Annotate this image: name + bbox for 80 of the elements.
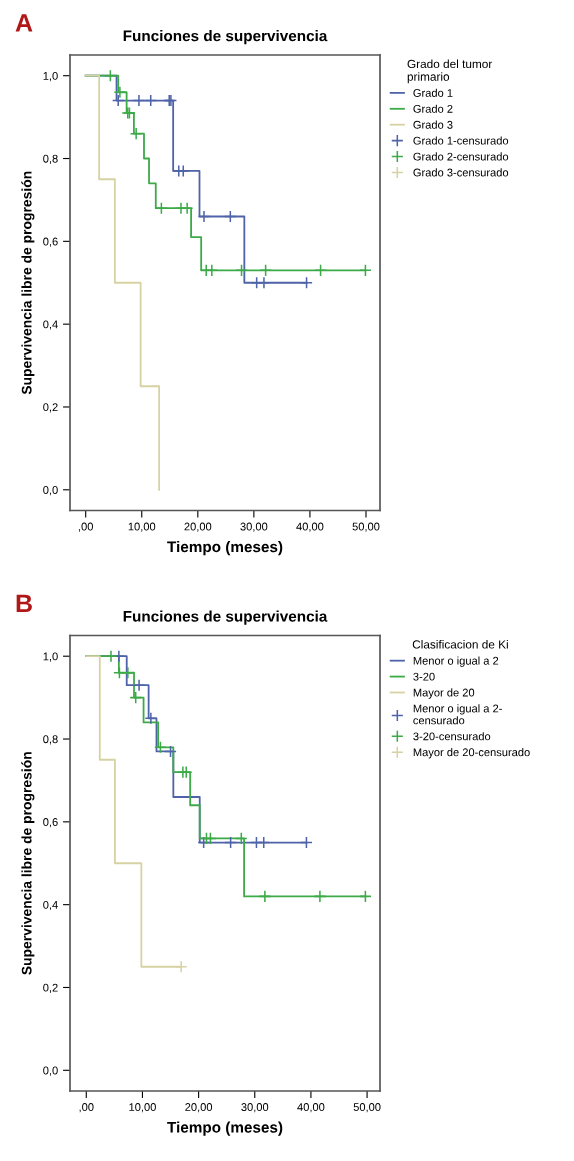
x-tick-label: 40,00: [297, 1103, 325, 1113]
point: [121, 666, 135, 680]
y-axis-title: Supervivencia libre de progresión: [21, 171, 35, 395]
legend-label: Mayor de 20-censurado: [413, 748, 530, 759]
point: [224, 836, 237, 849]
legend-label: 3-20: [413, 672, 435, 681]
text: B: [16, 594, 32, 612]
legend-label: Grado 3: [413, 120, 453, 129]
y-tick-label: 0,2: [43, 403, 58, 413]
y-tick-label: 0,6: [43, 237, 58, 247]
point: [174, 960, 188, 974]
point: [113, 85, 127, 99]
point: [258, 890, 272, 903]
legend-label: Menor o igual a 2: [413, 656, 499, 667]
y-axis-title: Supervivencia libre de progresión: [21, 752, 35, 975]
legend-title: Clasificacion de Ki: [412, 639, 508, 649]
legend-label: Grado 1-censurado: [413, 136, 509, 145]
y-tick-label: 0,8: [43, 735, 58, 745]
x-tick-label: 50,00: [352, 522, 380, 532]
x-tick-label: 10,00: [129, 1103, 156, 1113]
point: [234, 832, 248, 845]
legend-label: 3-20-censurado: [413, 732, 491, 741]
x-tick-label: 50,00: [353, 1103, 381, 1113]
legend-label: Grado 2-censurado: [413, 152, 509, 161]
y-tick-label: 0,6: [43, 818, 58, 828]
point: [314, 264, 327, 277]
point: [257, 276, 271, 290]
point: [359, 264, 372, 277]
legend-label: Menor o igual a 2- censurado: [413, 704, 502, 725]
x-axis-title: Tiempo (meses): [167, 1121, 283, 1136]
point: [197, 836, 210, 849]
point: [132, 678, 146, 692]
point: [132, 94, 146, 107]
point: [259, 264, 272, 277]
text: A: [15, 14, 33, 32]
point: [257, 836, 271, 849]
x-tick-label: ,00: [78, 522, 93, 532]
y-tick-label: 0,0: [43, 1066, 58, 1076]
x-tick-label: 30,00: [240, 522, 268, 532]
y-tick-label: 0,8: [43, 154, 58, 164]
legend-label: Grado 1: [413, 88, 453, 97]
point: [313, 890, 327, 903]
point: [144, 711, 158, 725]
chart-title: Funciones de supervivencia: [123, 610, 328, 625]
y-tick-label: 0,4: [43, 320, 58, 330]
point: [144, 94, 158, 107]
y-tick-label: 0,0: [43, 486, 58, 496]
x-tick-label: 20,00: [185, 1103, 213, 1113]
point: [180, 201, 194, 215]
x-tick-label: 20,00: [184, 522, 212, 532]
point: [224, 210, 237, 223]
point: [300, 836, 313, 849]
point: [129, 127, 143, 140]
legend-label: Grado 2: [413, 104, 453, 113]
point: [104, 69, 117, 83]
point: [300, 276, 313, 290]
y-tick-label: 1,0: [43, 652, 58, 662]
y-tick-label: 1,0: [43, 71, 58, 82]
point: [164, 745, 177, 758]
point: [359, 890, 372, 903]
point: [111, 94, 125, 107]
point: [205, 264, 219, 277]
x-tick-label: 30,00: [241, 1103, 269, 1113]
legend-label: Mayor de 20: [413, 688, 475, 699]
point: [104, 649, 118, 663]
x-tick-label: 10,00: [128, 522, 156, 532]
x-axis-title: Tiempo (meses): [167, 541, 283, 556]
point: [197, 210, 211, 223]
legend-title: Grado del tumor primario: [407, 59, 493, 84]
chart-title: Funciones de supervivencia: [123, 30, 328, 45]
point: [129, 691, 143, 704]
y-tick-label: 0,2: [43, 983, 58, 993]
x-tick-label: 40,00: [296, 522, 324, 532]
legend-label: Grado 3-censurado: [413, 168, 509, 177]
point: [154, 740, 167, 754]
point: [235, 264, 248, 277]
point: [155, 201, 168, 215]
x-tick-label: ,00: [79, 1103, 94, 1113]
point: [204, 832, 217, 845]
y-tick-label: 0,4: [43, 900, 58, 911]
